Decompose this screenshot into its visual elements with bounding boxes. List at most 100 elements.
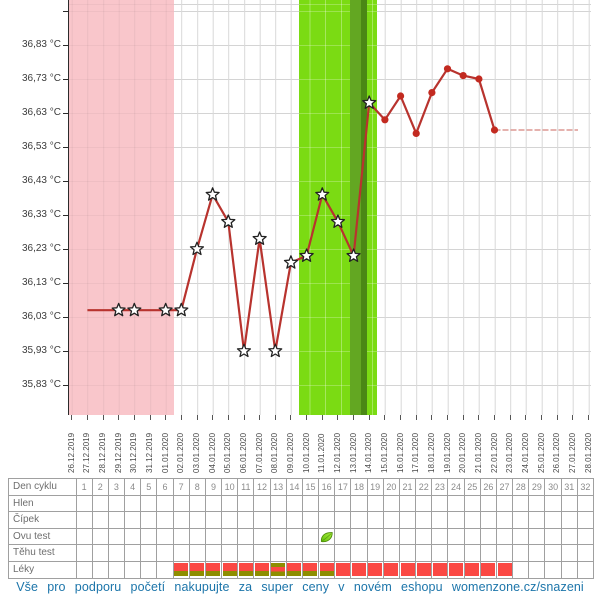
table-cell [319, 495, 336, 513]
y-axis-line [67, 0, 69, 415]
table-cell [577, 495, 594, 513]
table-cell [383, 512, 400, 529]
x-axis-date-label: 24.01.2020 [520, 432, 530, 473]
table-cell [480, 545, 497, 562]
cycle-day-number: 7 [173, 479, 190, 496]
medication-mark [174, 562, 189, 577]
table-cell [157, 561, 174, 579]
cycle-table: Den cyklu 1 2 3 4 5 6 7 8 9 10 11 12 13 14 15 16 17 18 19 20… [8, 478, 594, 579]
table-cell [496, 495, 514, 513]
ovulation-band [349, 0, 361, 415]
table-cell [545, 545, 562, 562]
table-cell [513, 495, 530, 513]
table-cell [92, 561, 109, 579]
cycle-day-number: 27 [496, 479, 514, 496]
table-cell [141, 528, 158, 546]
table-cell [302, 528, 320, 546]
x-axis-tick [541, 415, 542, 420]
table-cell [270, 528, 287, 546]
table-cell [141, 561, 158, 579]
y-axis-label: 36,83 °C [21, 38, 61, 50]
medication-cell [383, 561, 400, 579]
table-cell [577, 561, 594, 579]
x-axis-tick [494, 415, 495, 420]
promo-link[interactable]: womenzone.cz/snazeni [451, 580, 584, 594]
x-axis-date-label: 27.01.2020 [567, 432, 577, 473]
x-axis-date-label: 21.01.2020 [473, 432, 483, 473]
x-axis-date-label: 22.01.2020 [489, 432, 499, 473]
table-cell [432, 528, 449, 546]
medication-mark [368, 562, 383, 577]
table-cell [416, 512, 433, 529]
table-cell [286, 512, 303, 529]
table-cell [108, 545, 126, 562]
x-axis-tick [274, 415, 276, 420]
table-cell [173, 495, 190, 513]
x-axis-tick [353, 415, 355, 420]
y-axis-tick [63, 350, 69, 352]
y-axis-label: 35,83 °C [21, 378, 61, 390]
cycle-day-number: 14 [286, 479, 303, 496]
table-cell [480, 528, 497, 546]
table-cell [529, 512, 546, 529]
table-cell [529, 495, 546, 513]
table-cell [335, 495, 352, 513]
table-cell [496, 545, 514, 562]
x-axis-date-label: 10.01.2020 [301, 432, 311, 473]
medication-mark [319, 562, 334, 577]
x-axis-date-label: 05.01.2020 [223, 432, 233, 473]
cycle-day-number: 23 [432, 479, 449, 496]
cycle-day-number: 21 [399, 479, 417, 496]
table-cell [92, 495, 109, 513]
table-cell [383, 528, 400, 546]
x-axis-date-label: 11.01.2020 [317, 433, 327, 473]
table-cell [432, 512, 449, 529]
x-axis-tick [525, 415, 527, 420]
table-cell [108, 561, 126, 579]
x-axis-tick [431, 415, 433, 420]
cycle-day-number: 8 [189, 479, 206, 496]
table-cell [92, 512, 109, 529]
table-cell [480, 495, 497, 513]
x-axis-date-label: 08.01.2020 [270, 432, 280, 473]
y-axis-label: 36,23 °C [21, 242, 61, 254]
cycle-day-number: 31 [561, 479, 578, 496]
medication-cell [254, 561, 271, 579]
table-cell [335, 528, 352, 546]
table-cell [561, 495, 578, 513]
x-axis-date-label: 01.01.2020 [160, 432, 170, 473]
table-cell [464, 528, 481, 546]
x-axis-date-label: 07.01.2020 [254, 432, 264, 473]
table-cell [205, 512, 223, 529]
table-cell [76, 561, 93, 579]
table-cell [157, 495, 174, 513]
table-cell [205, 545, 223, 562]
medication-mark [449, 562, 464, 577]
y-axis-label: 36,63 °C [21, 106, 61, 118]
x-axis-date-label: 13.01.2020 [348, 432, 358, 473]
cycle-day-number: 10 [222, 479, 239, 496]
medication-mark [416, 562, 431, 577]
table-cell [108, 495, 126, 513]
table-cell [545, 561, 562, 579]
medication-cell [270, 561, 287, 579]
cycle-day-number: 17 [335, 479, 352, 496]
x-axis-tick [368, 415, 370, 420]
x-axis-tick [337, 415, 339, 420]
table-cell [545, 495, 562, 513]
cycle-day-number: 28 [513, 479, 530, 496]
x-axis-tick [243, 415, 245, 420]
x-axis-tick [227, 415, 229, 420]
x-axis-tick [447, 415, 448, 420]
table-cell [367, 545, 384, 562]
cycle-day-number: 20 [383, 479, 400, 496]
medication-mark [465, 562, 480, 577]
cycle-day-number: 30 [545, 479, 562, 496]
x-axis-tick [509, 415, 511, 420]
table-cell [286, 528, 303, 546]
table-cell [561, 528, 578, 546]
table-cell [141, 512, 158, 529]
cycle-day-number: 12 [254, 479, 271, 496]
table-cell [529, 561, 546, 579]
table-cell [577, 528, 594, 546]
